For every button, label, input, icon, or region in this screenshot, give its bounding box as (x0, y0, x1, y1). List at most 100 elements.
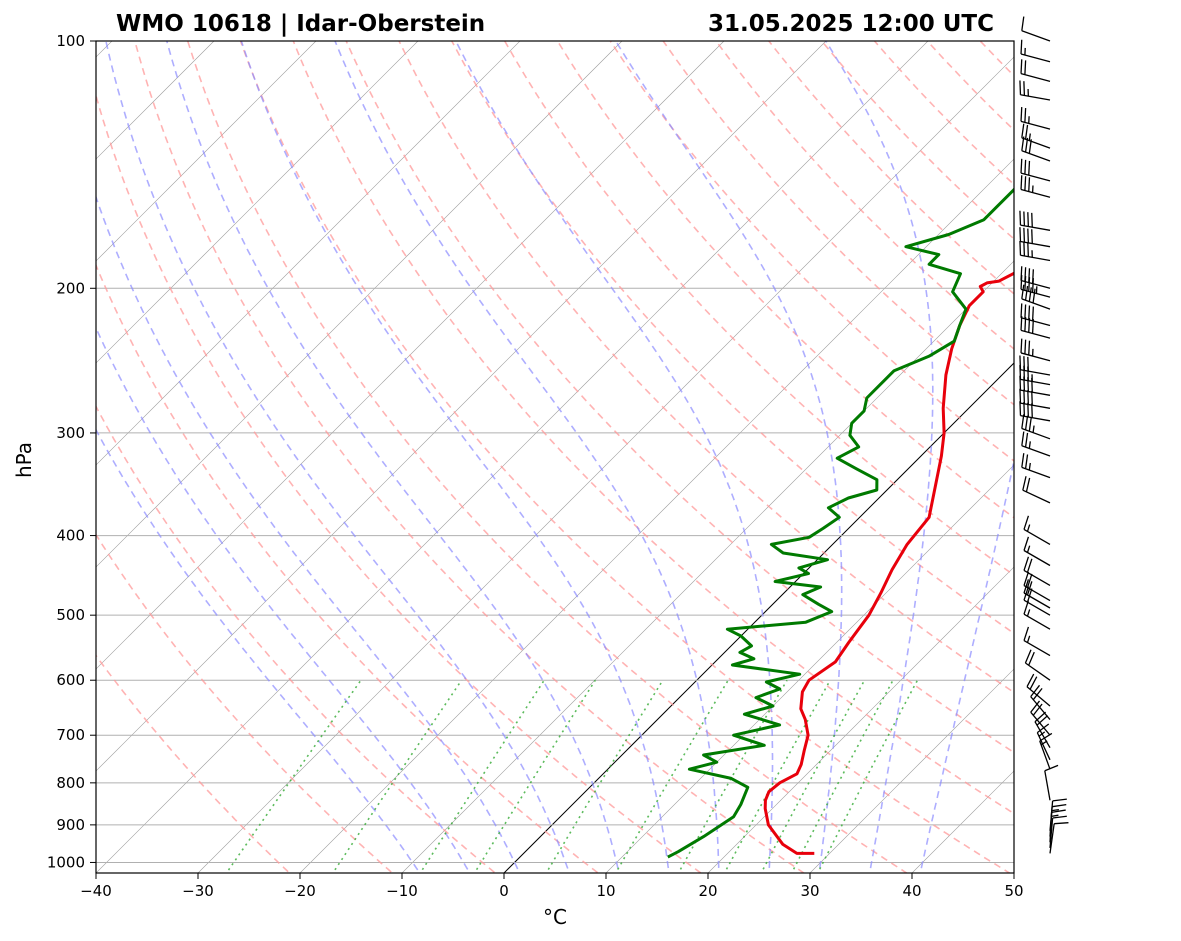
x-tick-label: −30 (182, 882, 214, 900)
wind-barb-feather (1028, 160, 1031, 176)
chart-title-datetime: 31.05.2025 12:00 UTC (708, 11, 994, 37)
wind-barb-feather (1052, 804, 1067, 808)
wind-barb-staff (1022, 489, 1051, 504)
wind-barb-staff (1020, 172, 1051, 182)
moist-adiabat (615, 41, 843, 873)
mixing-ratio-line (225, 679, 362, 873)
wind-barb-feather (1028, 340, 1031, 356)
wind-barb-feather (1026, 558, 1033, 573)
wind-barb-staff (1049, 817, 1054, 848)
wind-barb (1021, 414, 1051, 440)
wind-barb-feather (1027, 390, 1029, 405)
wind-barb (1020, 175, 1051, 198)
wind-barb-feather (1026, 588, 1033, 603)
isotherm (96, 41, 929, 873)
moist-adiabat (334, 41, 720, 873)
wind-barb-feather (1020, 266, 1023, 281)
moist-adiabat (919, 456, 1014, 873)
wind-barb-staff (1049, 800, 1054, 831)
wind-barb-staff (1023, 585, 1051, 602)
dry-adiabat (1015, 23, 1181, 880)
wind-barb-feather (1028, 417, 1032, 432)
y-tick-label: 200 (56, 279, 85, 297)
isotherm (401, 260, 1014, 873)
wind-barb (1023, 600, 1051, 630)
wind-barb (1020, 266, 1051, 289)
y-tick-label: 500 (56, 606, 85, 624)
isotherm (96, 41, 215, 160)
wind-barb-feather (1023, 389, 1026, 404)
wind-barb-feather (1024, 432, 1029, 448)
wind-barb-feather (1019, 80, 1022, 95)
y-tick-label: 1000 (47, 853, 85, 871)
wind-barb (1044, 764, 1059, 801)
wind-barb (1021, 123, 1051, 149)
dry-adiabat (96, 654, 291, 873)
wind-barb (1023, 536, 1051, 567)
wind-barb-feather (1030, 700, 1041, 713)
isotherm (96, 41, 317, 262)
isotherm (605, 464, 1014, 873)
dry-adiabat (133, 41, 806, 873)
wind-barb (1020, 59, 1051, 83)
wind-barb-feather (1031, 229, 1033, 244)
wind-barb-feather (1032, 703, 1043, 716)
wind-barb (1021, 431, 1051, 457)
wind-barb (1020, 39, 1051, 63)
isotherm-zero (503, 362, 1014, 873)
wind-barb-feather (1034, 711, 1047, 723)
wind-barb-feather (1025, 477, 1031, 493)
wind-barb-feather (1024, 304, 1027, 319)
wind-barb-feather (1023, 211, 1026, 226)
wind-barb-staff (1049, 823, 1055, 854)
moist-adiabat (455, 41, 774, 873)
wind-barb-feather (1028, 651, 1035, 666)
wind-barb-feather (1028, 268, 1031, 283)
wind-barb-feather (1029, 676, 1038, 690)
wind-barb (1021, 453, 1051, 479)
dry-adiabat (662, 41, 1014, 406)
wind-barb-feather (1021, 453, 1025, 468)
wind-barb-feather (1024, 285, 1029, 301)
dry-adiabat (1067, 23, 1181, 880)
wind-barb (1023, 515, 1051, 545)
wind-barb-feather (1031, 269, 1034, 284)
wind-barb-feather (1023, 536, 1030, 551)
dry-adiabat (96, 263, 600, 873)
y-axis-label: hPa (12, 442, 36, 478)
wind-barb-feather (1027, 212, 1029, 227)
wind-barb-staff (1023, 599, 1051, 616)
dry-adiabat (96, 404, 497, 873)
isotherm (1093, 3, 1181, 896)
moist-adiabat (96, 194, 521, 873)
wind-barb-feather (1023, 626, 1030, 641)
wind-barb-feather (1024, 108, 1027, 123)
wind-barb-feather (1028, 287, 1032, 302)
dry-adiabat (186, 41, 909, 873)
wind-barb (1020, 303, 1051, 327)
y-tick-label: 300 (56, 424, 85, 442)
dry-adiabat (556, 41, 1014, 519)
wind-barb-half-feather (1026, 545, 1031, 553)
dry-adiabat (96, 92, 703, 873)
wind-barb-staff (1021, 445, 1051, 457)
mixing-ratio-line (614, 679, 729, 873)
wind-barb-feather (1024, 454, 1029, 469)
moist-adiabat (96, 326, 471, 873)
isotherm (96, 41, 623, 568)
wind-barb-staff (1021, 30, 1051, 42)
y-tick-label: 700 (56, 726, 85, 744)
wind-barb-staff (1020, 254, 1051, 262)
mixing-ratio-line (473, 679, 596, 873)
wind-barb-staff (1020, 402, 1051, 409)
wind-barb-feather (1028, 305, 1031, 320)
wind-barb-feather (1020, 107, 1023, 122)
wind-barb-feather (1023, 571, 1030, 586)
wind-barb (1023, 571, 1051, 602)
moist-adiabat (166, 41, 620, 873)
x-axis-label: °C (543, 905, 567, 929)
isotherm (197, 56, 1014, 873)
wind-barb-staff (1023, 640, 1051, 657)
wind-barb-half-feather (1051, 809, 1059, 812)
